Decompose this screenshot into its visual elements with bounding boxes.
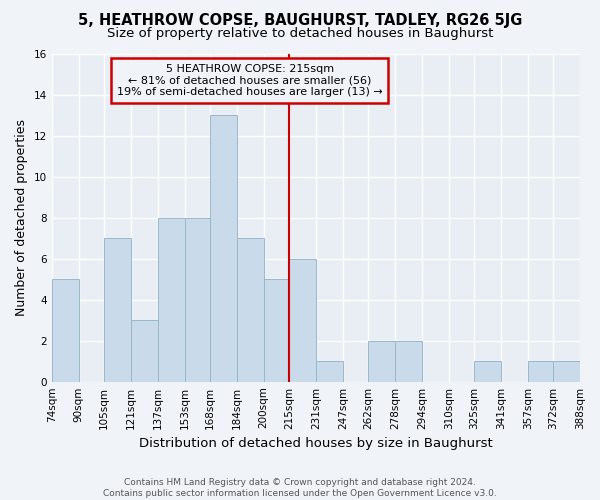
Bar (553, 361, 580, 382)
Bar (528, 361, 553, 382)
Bar (316, 361, 343, 382)
Text: 5 HEATHROW COPSE: 215sqm
← 81% of detached houses are smaller (56)
19% of semi-d: 5 HEATHROW COPSE: 215sqm ← 81% of detach… (117, 64, 383, 97)
X-axis label: Distribution of detached houses by size in Baughurst: Distribution of detached houses by size … (139, 437, 493, 450)
Bar (368, 340, 395, 382)
Bar (158, 218, 185, 382)
Bar (474, 361, 501, 382)
Y-axis label: Number of detached properties: Number of detached properties (15, 120, 28, 316)
Bar (237, 238, 263, 382)
Bar (210, 116, 237, 382)
Bar (395, 340, 422, 382)
Bar (52, 280, 79, 382)
Bar (263, 280, 289, 382)
Text: Size of property relative to detached houses in Baughurst: Size of property relative to detached ho… (107, 28, 493, 40)
Bar (131, 320, 158, 382)
Bar (185, 218, 210, 382)
Text: 5, HEATHROW COPSE, BAUGHURST, TADLEY, RG26 5JG: 5, HEATHROW COPSE, BAUGHURST, TADLEY, RG… (78, 12, 522, 28)
Bar (289, 259, 316, 382)
Text: Contains HM Land Registry data © Crown copyright and database right 2024.
Contai: Contains HM Land Registry data © Crown c… (103, 478, 497, 498)
Bar (104, 238, 131, 382)
